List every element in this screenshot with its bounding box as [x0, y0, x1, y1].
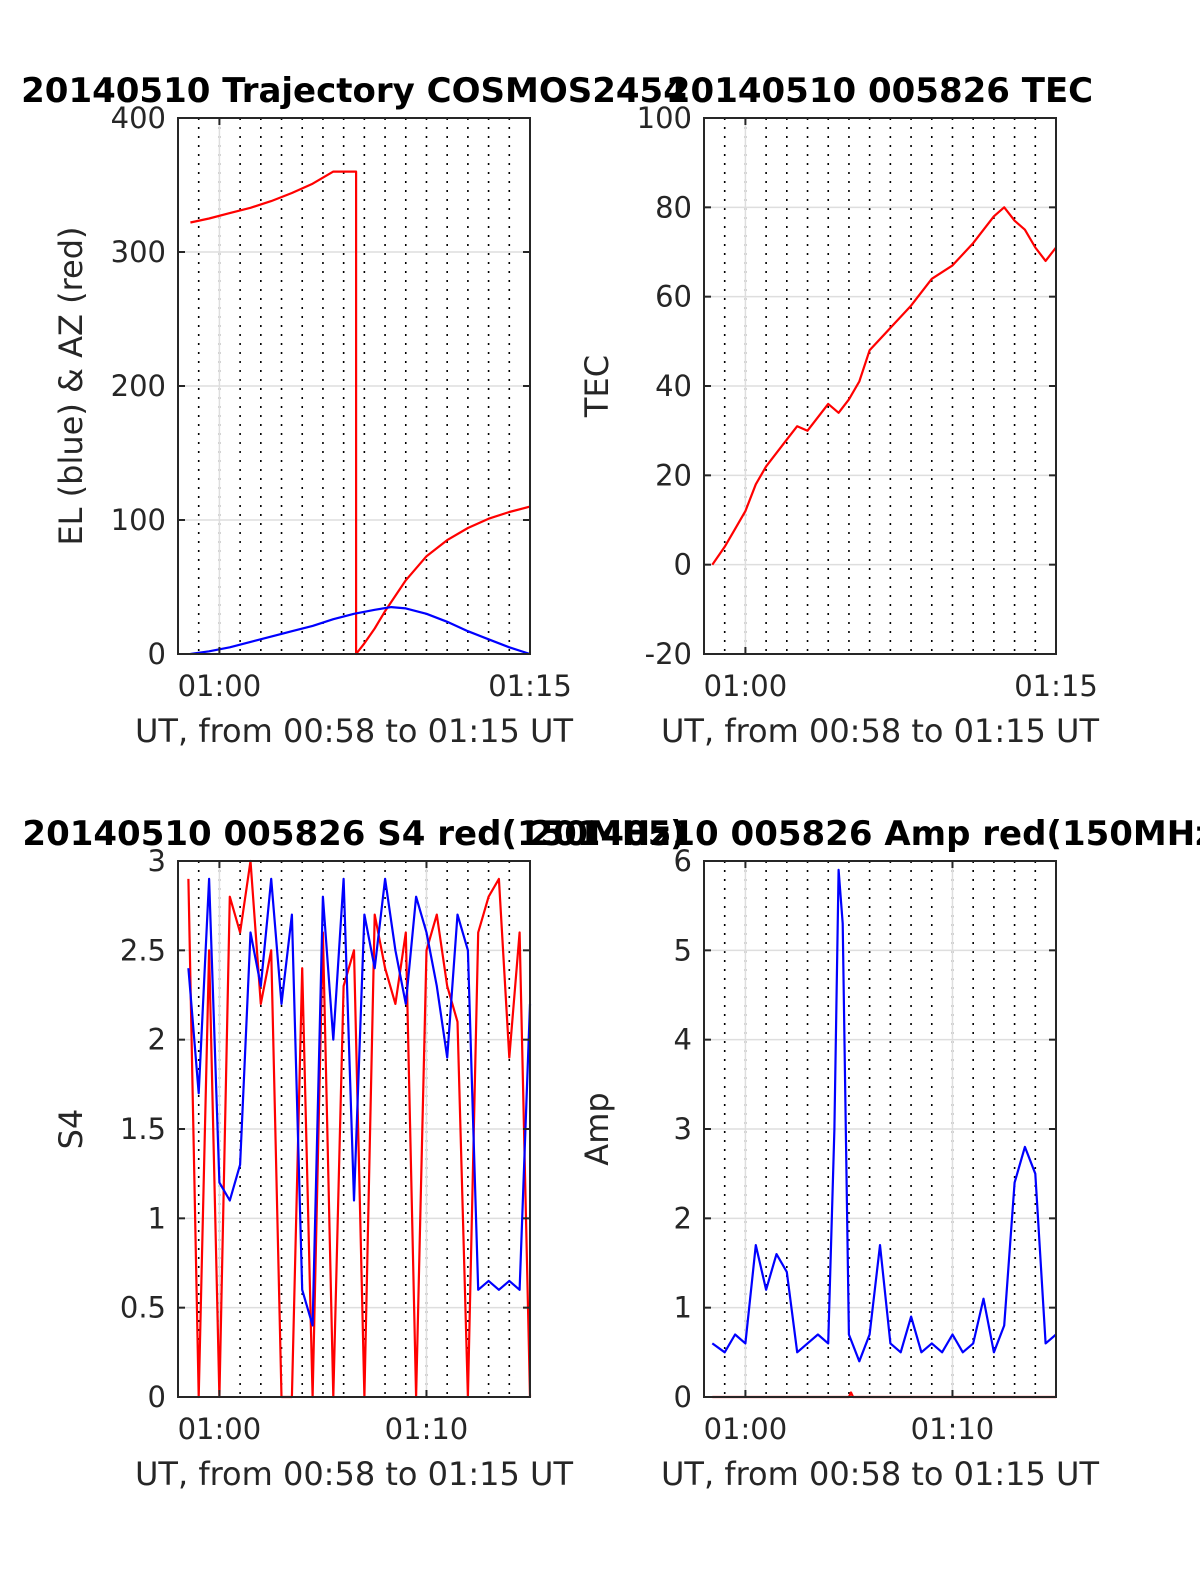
y-axis-label: S4 [52, 1109, 90, 1150]
y-tick-label: 40 [655, 369, 692, 403]
x-axis-label: UT, from 00:58 to 01:15 UT [135, 1455, 573, 1493]
chart-title: 20140510 005826 S4 red(150MHz) [22, 814, 685, 854]
y-tick-label: 0.5 [120, 1291, 166, 1325]
chart-title: 20140510 005826 Amp red(150MHz) [529, 814, 1200, 854]
x-tick-label: 01:15 [1014, 669, 1098, 703]
panel-4: 0 1 2 3 4 5 6 01:00 01:10 UT, from 00:58 to 01:15… [529, 814, 1200, 1493]
x-tick-label: 01:10 [385, 1412, 469, 1446]
y-tick-label: 4 [674, 1023, 692, 1057]
y-tick-label: 0 [674, 1380, 692, 1414]
panel-1: 0 100 200 300 400 01:00 01:15 UT, from 00:58 to… [21, 71, 687, 750]
y-tick-label: 2.5 [120, 933, 166, 967]
x-tick-label: 01:00 [704, 1412, 788, 1446]
x-axis-label: UT, from 00:58 to 01:15 UT [661, 712, 1099, 750]
x-tick-label: 01:00 [178, 669, 262, 703]
series-line-2 [711, 868, 1057, 1363]
y-tick-label: 5 [674, 933, 692, 967]
y-tick-label: 3 [674, 1112, 692, 1146]
x-axis-label: UT, from 00:58 to 01:15 UT [661, 1455, 1099, 1493]
y-tick-label: 1 [674, 1291, 692, 1325]
y-tick-label: 2 [674, 1201, 692, 1235]
series-line-1 [187, 859, 532, 1399]
y-tick-label: 300 [111, 235, 166, 269]
y-axis-label: EL (blue) & AZ (red) [52, 226, 90, 545]
y-tick-label: 2 [148, 1023, 166, 1057]
chart-title: 20140510 Trajectory COSMOS2454 [21, 71, 687, 111]
x-tick-label: 01:00 [704, 669, 788, 703]
panel-3: 0 0.5 1 1.5 2 2.5 3 01:00 01:10 UT, from 00:58 to… [22, 814, 685, 1493]
y-tick-label: -20 [645, 637, 692, 671]
y-tick-label: 0 [148, 1380, 166, 1414]
y-axis-label: TEC [578, 355, 616, 418]
chart-title: 20140510 005826 TEC [667, 71, 1093, 111]
series-line-1 [190, 170, 531, 656]
y-tick-label: 100 [111, 503, 166, 537]
y-tick-label: 60 [655, 280, 692, 314]
y-tick-label: 0 [674, 548, 692, 582]
y-tick-label: 200 [111, 369, 166, 403]
y-tick-label: 1 [148, 1201, 166, 1235]
panel-2: -20 0 20 40 60 80 100 01:00 01:15 UT, from 00:58 … [578, 71, 1099, 750]
y-tick-label: 400 [111, 101, 166, 135]
y-tick-label: 1.5 [120, 1112, 166, 1146]
y-tick-label: 0 [148, 637, 166, 671]
series-line-2 [187, 877, 532, 1327]
y-tick-label: 6 [674, 844, 692, 878]
y-tick-label: 100 [637, 101, 692, 135]
x-tick-label: 01:15 [488, 669, 572, 703]
series-line-1 [711, 206, 1057, 566]
x-tick-label: 01:00 [178, 1412, 262, 1446]
y-tick-label: 20 [655, 458, 692, 492]
x-axis-label: UT, from 00:58 to 01:15 UT [135, 712, 573, 750]
y-tick-label: 80 [655, 190, 692, 224]
y-tick-label: 3 [148, 844, 166, 878]
x-tick-label: 01:10 [911, 1412, 995, 1446]
y-axis-label: Amp [578, 1092, 616, 1165]
series-line-2 [190, 605, 531, 656]
